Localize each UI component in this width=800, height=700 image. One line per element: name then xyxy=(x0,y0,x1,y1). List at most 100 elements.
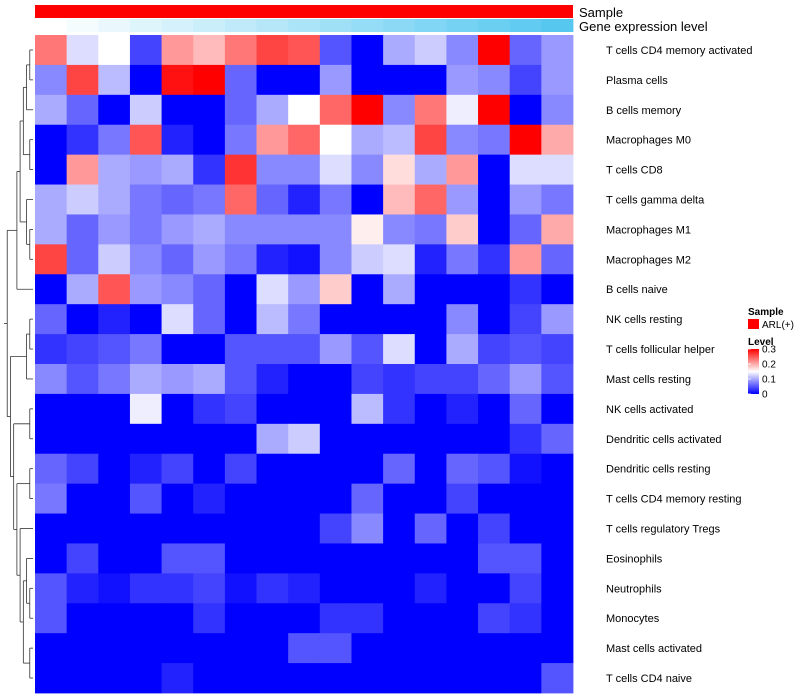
heatmap-cell xyxy=(414,334,447,365)
legend-level-ticks: 0.3 0.2 0.1 0 xyxy=(748,345,776,401)
heatmap-cell xyxy=(98,184,131,215)
heatmap-cell xyxy=(509,364,542,395)
heatmap-cell xyxy=(446,543,479,574)
heatmap-cell xyxy=(35,244,68,275)
heatmap-cell xyxy=(193,274,226,305)
expression-annotation-cell xyxy=(446,19,479,32)
heatmap-cell xyxy=(414,214,447,245)
heatmap-cell xyxy=(35,35,68,66)
annotation-expression-label: Gene expression level xyxy=(579,19,708,34)
heatmap-cell xyxy=(98,64,131,96)
heatmap-cell xyxy=(161,154,194,185)
heatmap-cell xyxy=(509,423,542,455)
heatmap-cell xyxy=(256,573,289,604)
heatmap-cell xyxy=(541,423,574,455)
heatmap-cell xyxy=(256,483,289,514)
heatmap-cell xyxy=(98,274,131,305)
heatmap-cell xyxy=(541,304,574,335)
heatmap-cell xyxy=(98,453,131,485)
heatmap-cell xyxy=(288,304,321,335)
heatmap-cell xyxy=(319,184,352,215)
heatmap-cell xyxy=(541,124,574,156)
heatmap-cell xyxy=(541,214,574,245)
heatmap-cell xyxy=(161,274,194,305)
heatmap-cell xyxy=(224,543,257,574)
expression-annotation-cell xyxy=(478,19,511,32)
heatmap-cell xyxy=(256,513,289,544)
heatmap-cell xyxy=(193,94,226,126)
heatmap-cell xyxy=(383,334,416,365)
heatmap-cell xyxy=(446,603,479,634)
heatmap-cell xyxy=(446,64,479,96)
heatmap-cell xyxy=(541,94,574,126)
heatmap-cell xyxy=(224,154,257,185)
heatmap-cell xyxy=(414,573,447,604)
heatmap-cell xyxy=(446,483,479,514)
heatmap-cell xyxy=(541,603,574,634)
heatmap-cell xyxy=(446,453,479,485)
heatmap-cell xyxy=(66,453,99,485)
heatmap-cell xyxy=(35,393,68,425)
heatmap-cell xyxy=(319,453,352,485)
heatmap-cell xyxy=(383,393,416,425)
heatmap-cell xyxy=(414,453,447,485)
heatmap-cell xyxy=(35,154,68,185)
heatmap-cell xyxy=(35,663,68,694)
heatmap-cell xyxy=(224,94,257,126)
heatmap-cell xyxy=(351,483,384,514)
row-label: T cells CD4 memory resting xyxy=(606,494,742,506)
heatmap-cell xyxy=(319,124,352,156)
expression-annotation-cell xyxy=(35,19,68,32)
heatmap-cell xyxy=(509,154,542,185)
heatmap-cell xyxy=(509,334,542,365)
heatmap-cell xyxy=(478,633,511,664)
heatmap-cell xyxy=(129,393,162,425)
row-label: T cells follicular helper xyxy=(606,344,715,356)
heatmap-cell xyxy=(541,393,574,425)
heatmap-cell xyxy=(288,573,321,604)
heatmap-cell xyxy=(446,274,479,305)
heatmap-cell xyxy=(319,35,352,66)
heatmap-cell xyxy=(288,663,321,694)
heatmap-cell xyxy=(478,543,511,574)
row-label: Dendritic cells activated xyxy=(606,434,722,446)
heatmap-cell xyxy=(98,94,131,126)
heatmap-cell xyxy=(35,184,68,215)
heatmap-cell xyxy=(35,483,68,514)
row-label: Macrophages M2 xyxy=(606,254,691,266)
heatmap-cell xyxy=(224,603,257,634)
heatmap-cell xyxy=(478,603,511,634)
heatmap-cell xyxy=(509,453,542,485)
heatmap-cell xyxy=(351,663,384,694)
heatmap-cell xyxy=(256,453,289,485)
heatmap-cell xyxy=(414,304,447,335)
heatmap-cell xyxy=(414,94,447,126)
heatmap-cell xyxy=(414,364,447,395)
heatmap-cell xyxy=(224,663,257,694)
heatmap-cell xyxy=(478,184,511,215)
heatmap-cell xyxy=(509,633,542,664)
heatmap-cell xyxy=(161,573,194,604)
heatmap-cell xyxy=(256,274,289,305)
heatmap-cell xyxy=(509,663,542,694)
heatmap-cell xyxy=(98,364,131,395)
heatmap-cell xyxy=(288,214,321,245)
heatmap-cell xyxy=(319,334,352,365)
heatmap-cell xyxy=(66,334,99,365)
heatmap-cell xyxy=(509,483,542,514)
heatmap-cell xyxy=(129,543,162,574)
heatmap-cell xyxy=(193,393,226,425)
heatmap-cell xyxy=(383,124,416,156)
heatmap-cell xyxy=(161,334,194,365)
heatmap-cell xyxy=(446,393,479,425)
heatmap-cell xyxy=(351,603,384,634)
heatmap-cell xyxy=(35,304,68,335)
column-annotation-bars xyxy=(35,5,574,32)
heatmap-cell xyxy=(129,603,162,634)
heatmap-cell xyxy=(193,244,226,275)
heatmap-cell xyxy=(35,603,68,634)
heatmap-cell xyxy=(414,543,447,574)
heatmap-cell xyxy=(288,94,321,126)
heatmap-cell xyxy=(541,334,574,365)
